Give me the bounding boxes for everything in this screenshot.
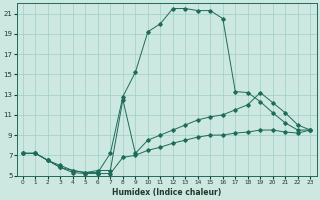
X-axis label: Humidex (Indice chaleur): Humidex (Indice chaleur) [112,188,221,197]
